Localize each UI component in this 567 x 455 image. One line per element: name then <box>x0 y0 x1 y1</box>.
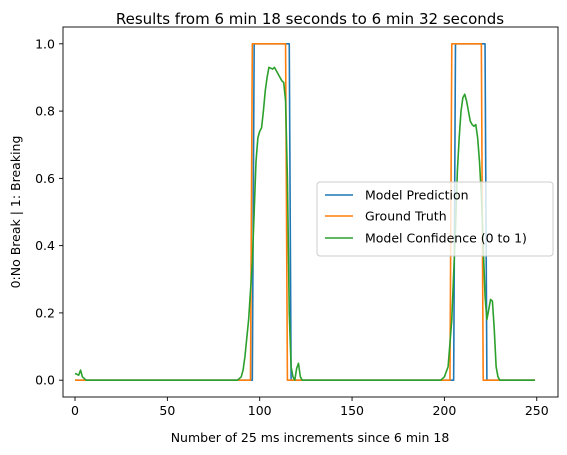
y-tick-label: 0.0 <box>35 373 55 388</box>
y-tick-label: 0.4 <box>35 238 55 253</box>
x-tick-label: 250 <box>525 403 549 418</box>
x-axis-label: Number of 25 ms increments since 6 min 1… <box>171 430 450 445</box>
x-tick-label: 100 <box>248 403 272 418</box>
y-axis-label: 0:No Break | 1: Breaking <box>8 136 23 289</box>
chart-title: Results from 6 min 18 seconds to 6 min 3… <box>116 10 504 28</box>
x-tick-label: 150 <box>340 403 364 418</box>
legend-label-model-confidence: Model Confidence (0 to 1) <box>365 231 527 246</box>
x-tick-label: 200 <box>432 403 456 418</box>
x-axis: 0 50 100 150 200 250 <box>71 397 549 418</box>
y-tick-label: 0.2 <box>35 305 55 320</box>
x-tick-label: 50 <box>159 403 175 418</box>
legend-label-ground-truth: Ground Truth <box>365 209 447 224</box>
y-tick-label: 1.0 <box>35 36 55 51</box>
legend-label-model-prediction: Model Prediction <box>365 188 469 203</box>
x-tick-label: 0 <box>71 403 79 418</box>
y-tick-label: 0.8 <box>35 104 55 119</box>
legend-box <box>316 181 554 257</box>
plot-frame <box>62 26 559 398</box>
y-axis: 0.0 0.2 0.4 0.6 0.8 1.0 <box>35 36 63 388</box>
y-tick-label: 0.6 <box>35 171 55 186</box>
legend: Model Prediction Ground Truth Model Conf… <box>316 181 554 257</box>
